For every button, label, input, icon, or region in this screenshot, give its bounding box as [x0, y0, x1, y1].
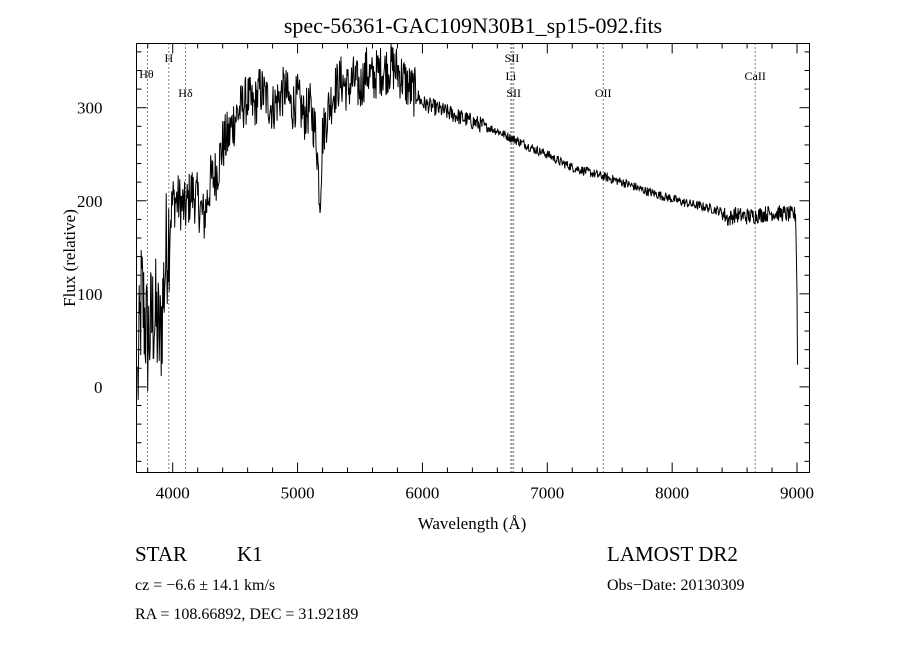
axis-ticks: 4000 5000 6000 7000 8000 9000 0 100 200 300: [77, 43, 814, 503]
x-tick-label: 7000: [530, 484, 564, 503]
redshift-info: cz = −6.6 ± 14.1 km/s: [135, 577, 275, 594]
x-tick-label: 8000: [655, 484, 689, 503]
line-markers: Hθ H Hδ SII Li SII OII CaII: [139, 43, 766, 473]
survey-label: LAMOST DR2: [607, 542, 738, 566]
chart-title: spec-56361-GAC109N30B1_sp15-092.fits: [284, 13, 662, 38]
marker-label: Hθ: [139, 67, 154, 81]
x-tick-label: 4000: [156, 484, 190, 503]
obs-date: Obs−Date: 20130309: [607, 577, 744, 594]
x-tick-label: 6000: [405, 484, 439, 503]
x-tick-label: 5000: [281, 484, 315, 503]
y-tick-label: 100: [77, 285, 103, 304]
y-tick-label: 0: [94, 378, 103, 397]
y-tick-label: 300: [77, 99, 103, 118]
marker-label: SII: [505, 51, 520, 65]
plot-frame: [136, 43, 810, 473]
y-tick-label: 200: [77, 192, 103, 211]
coordinates: RA = 108.66892, DEC = 31.92189: [135, 606, 358, 623]
marker-label: Li: [505, 69, 516, 83]
object-subclass: K1: [237, 542, 263, 566]
spectrum-line: [137, 43, 798, 400]
x-axis-label: Wavelength (Å): [418, 514, 527, 533]
marker-label: OII: [595, 86, 612, 100]
marker-label: H: [165, 51, 174, 65]
object-class: STAR: [135, 542, 187, 566]
marker-label: SII: [506, 86, 521, 100]
marker-label: Hδ: [178, 86, 193, 100]
marker-label: CaII: [745, 69, 766, 83]
x-tick-label: 9000: [780, 484, 814, 503]
y-axis-label: Flux (relative): [60, 209, 79, 307]
